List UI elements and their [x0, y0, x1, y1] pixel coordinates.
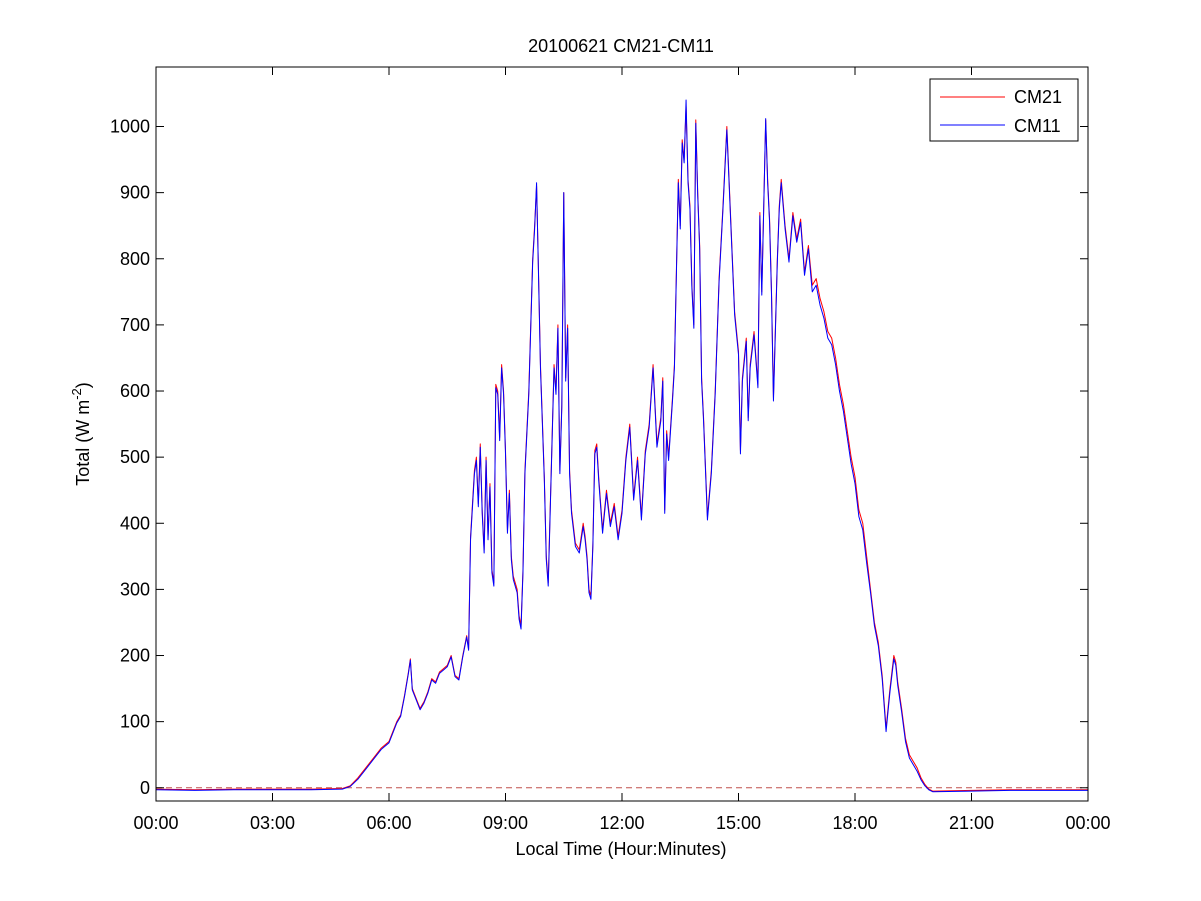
x-tick-label: 21:00: [949, 813, 994, 833]
y-axis-label-superscript: -2: [69, 388, 84, 400]
legend: CM21 CM11: [929, 78, 1079, 142]
y-tick-label: 100: [120, 712, 150, 732]
legend-label-cm21: CM21: [1014, 87, 1062, 107]
y-tick-label: 300: [120, 579, 150, 599]
x-axis-label: Local Time (Hour:Minutes): [515, 839, 726, 859]
legend-label-cm11: CM11: [1014, 116, 1061, 136]
y-axis-label-main: Total (W m: [73, 400, 93, 486]
plot-area: [156, 67, 1088, 801]
x-tick-label: 12:00: [599, 813, 644, 833]
y-axis-label: Total (W m-2): [69, 382, 93, 486]
x-tick-label: 00:00: [133, 813, 178, 833]
x-tick-label: 18:00: [832, 813, 877, 833]
x-tick-label: 06:00: [366, 813, 411, 833]
y-tick-label: 200: [120, 646, 150, 666]
y-tick-label: 500: [120, 447, 150, 467]
y-tick-label: 900: [120, 183, 150, 203]
x-tick-label: 00:00: [1065, 813, 1110, 833]
y-tick-label: 400: [120, 513, 150, 533]
x-tick-label: 09:00: [483, 813, 528, 833]
x-tick-label: 03:00: [250, 813, 295, 833]
legend-box: [929, 78, 1079, 142]
series-line-cm11: [156, 99, 1088, 793]
y-tick-label: 600: [120, 381, 150, 401]
chart-title: 20100621 CM21-CM11: [528, 36, 714, 56]
y-axis-label-close: ): [73, 382, 93, 388]
y-tick-label: 700: [120, 315, 150, 335]
y-tick-label: 1000: [110, 117, 150, 137]
x-tick-label: 15:00: [716, 813, 761, 833]
y-tick-label: 0: [140, 778, 150, 798]
y-tick-label: 800: [120, 249, 150, 269]
